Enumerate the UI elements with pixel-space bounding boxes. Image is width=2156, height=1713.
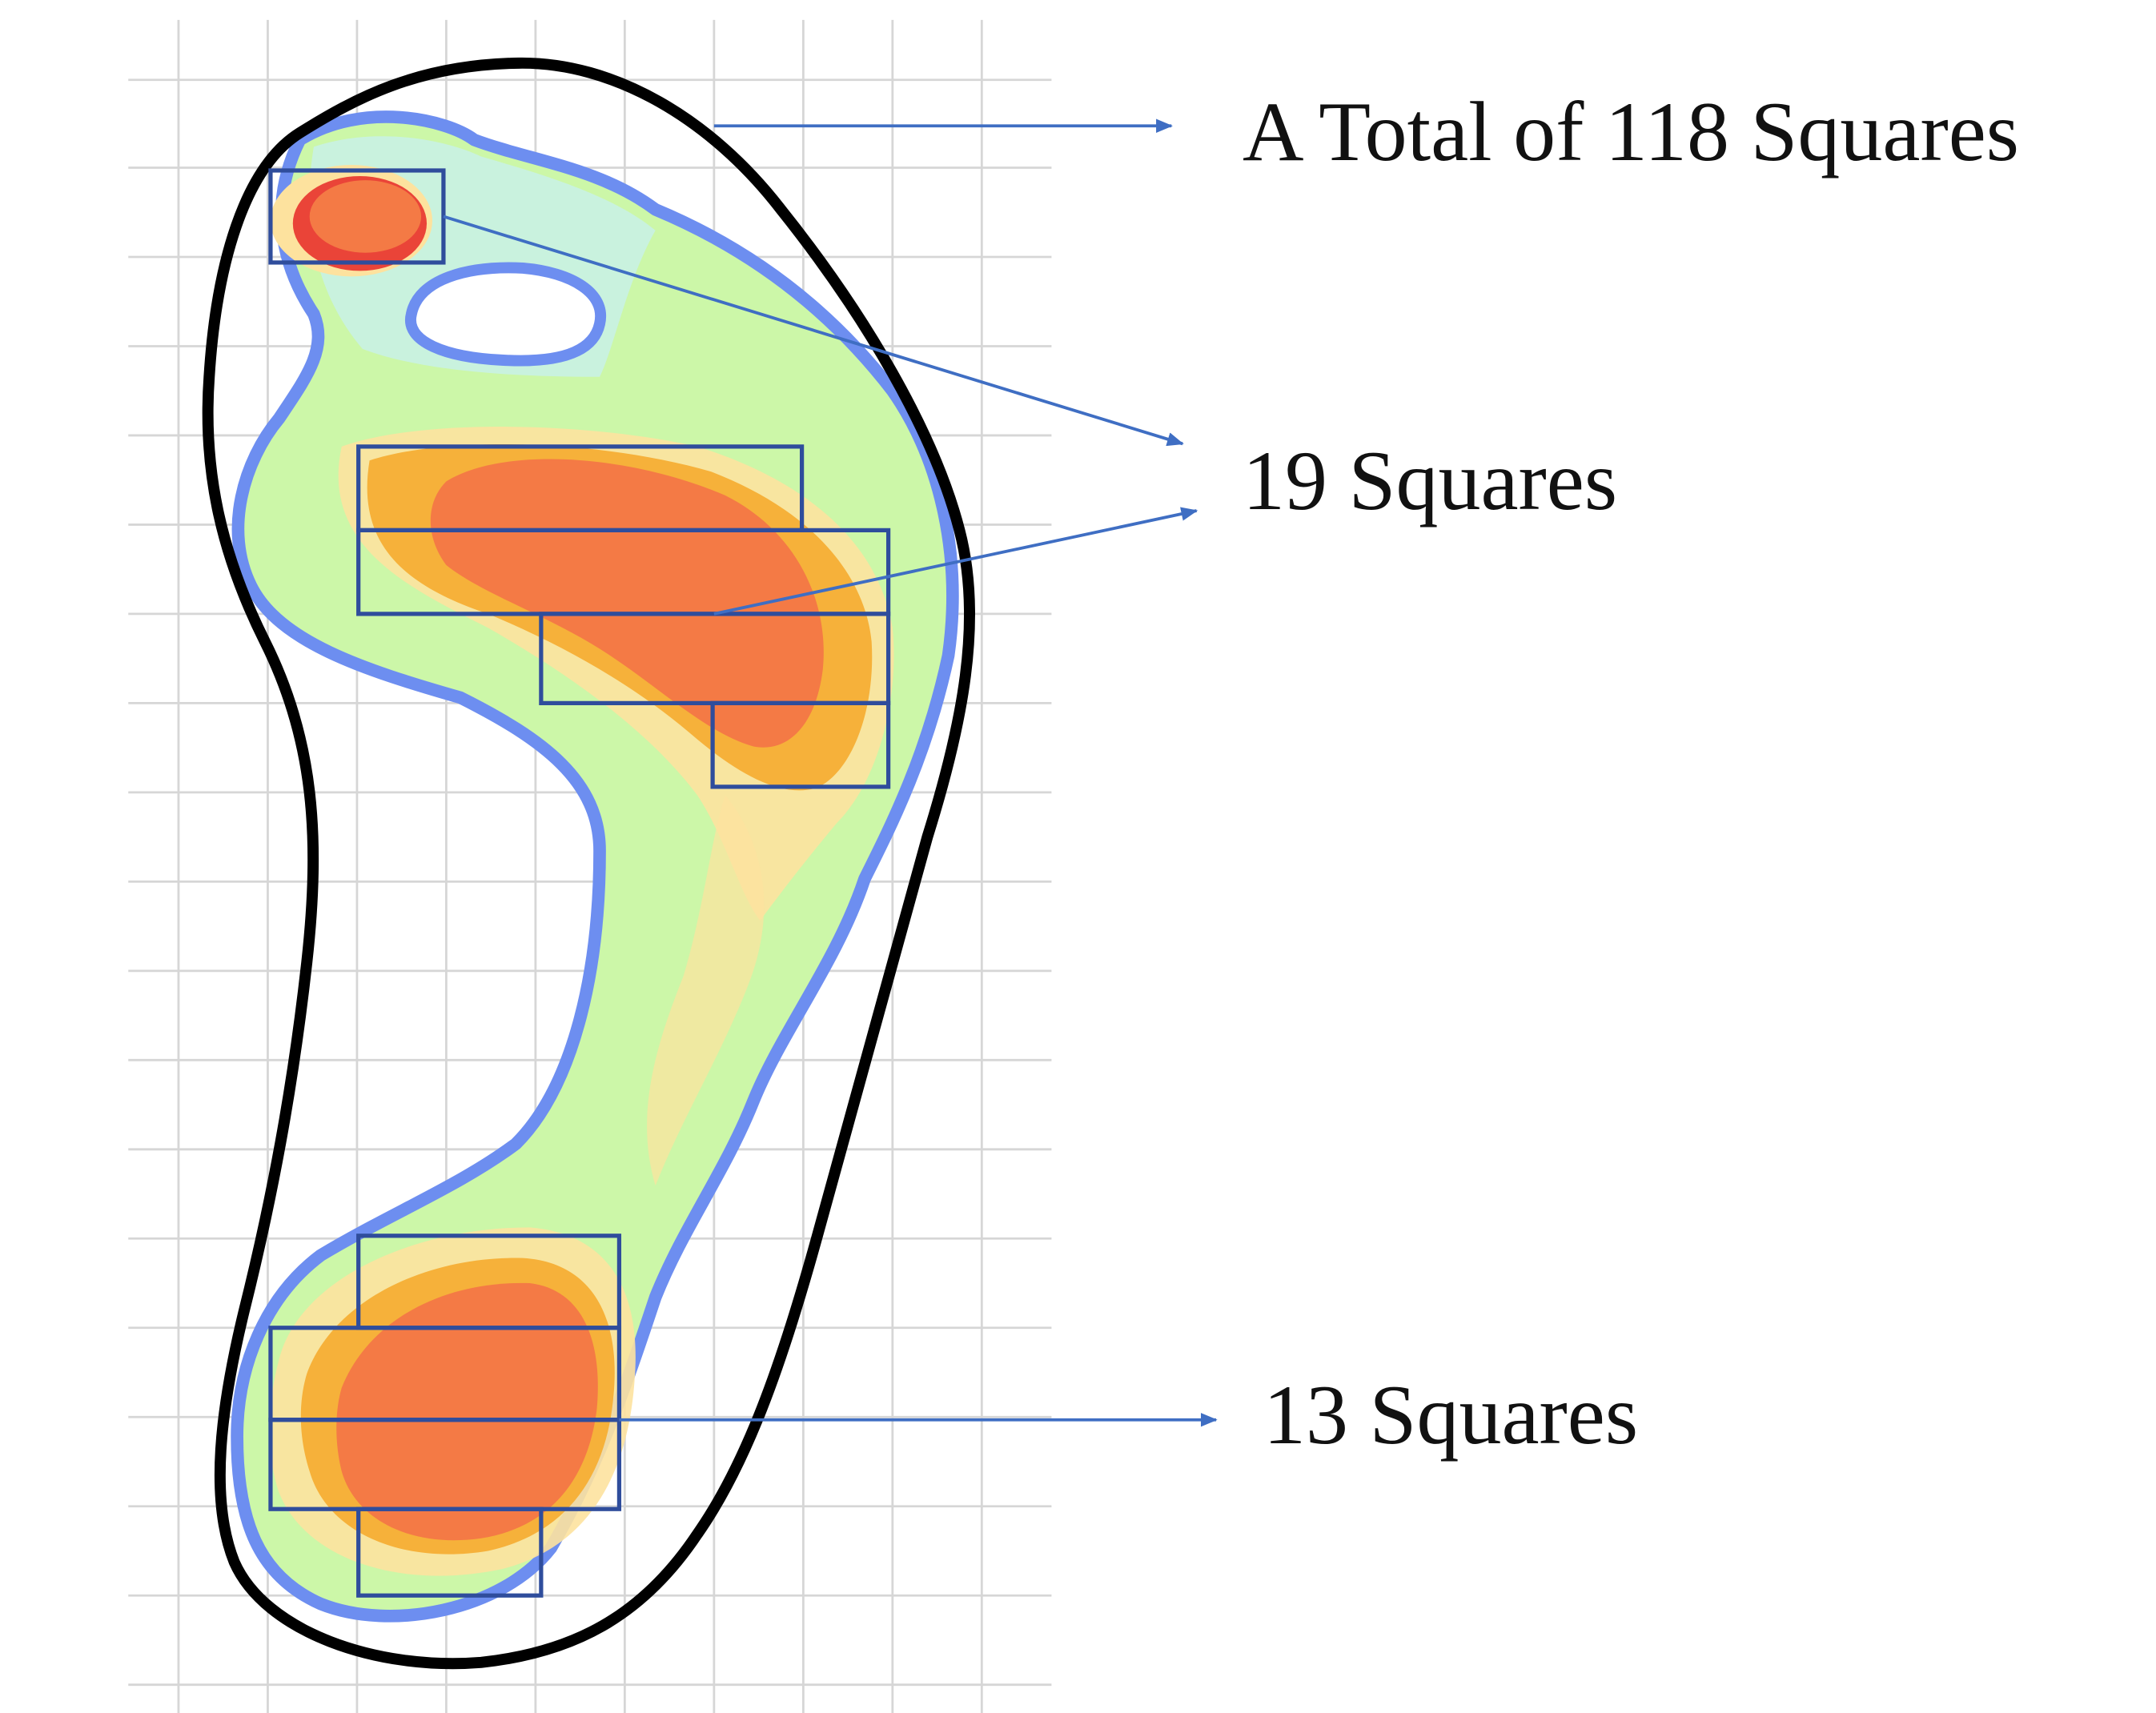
toe-pressure-core (309, 180, 422, 253)
pressure-heatmap (231, 110, 959, 1623)
foot-outline (202, 57, 976, 1670)
total-squares-label: A Total of 118 Squares (1243, 85, 2020, 179)
heel-square-boxes (268, 1234, 622, 1598)
forefoot-squares-label: 19 Squares (1243, 434, 1618, 528)
toe-gap-hole (404, 262, 607, 367)
toe-arrow (443, 215, 1184, 447)
heel-squares-label: 13 Squares (1263, 1368, 1639, 1462)
forefoot-arrow (713, 507, 1198, 616)
arch-low-pressure (647, 795, 765, 1186)
heel-high-pressure (336, 1282, 598, 1541)
annotation-arrows (443, 118, 1218, 1427)
